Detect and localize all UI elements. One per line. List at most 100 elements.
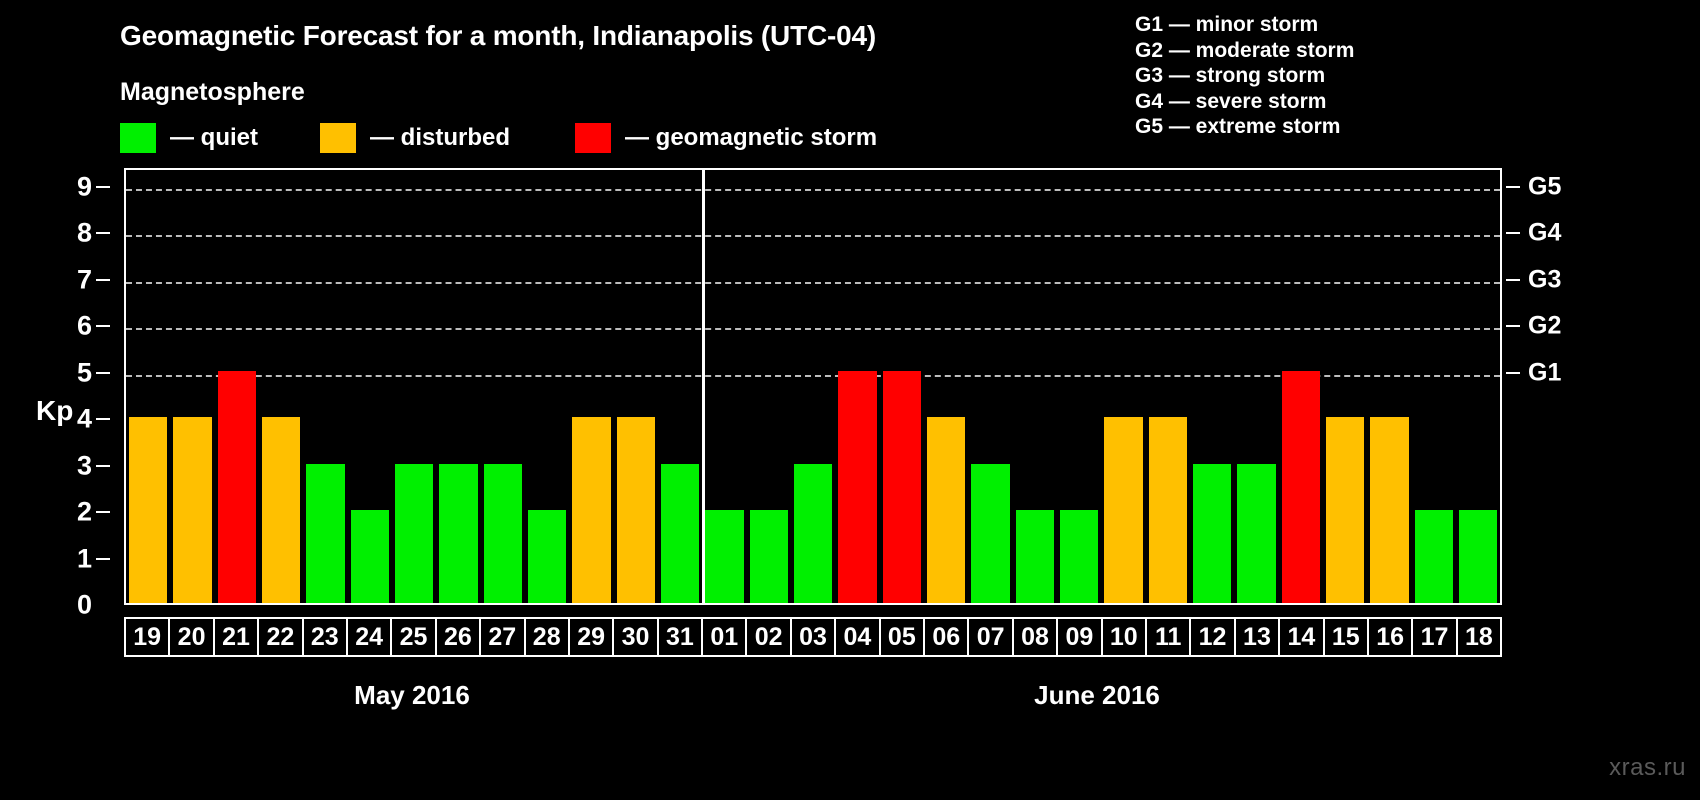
bar-may-22[interactable] <box>261 417 301 603</box>
bar-cell[interactable] <box>1057 170 1101 603</box>
day-label-may-31[interactable]: 31 <box>656 617 704 657</box>
bar-cell[interactable] <box>1013 170 1057 603</box>
bar-may-25[interactable] <box>394 463 434 603</box>
bar-june-18[interactable] <box>1458 510 1498 603</box>
bar-cell[interactable] <box>348 170 392 603</box>
day-label-june-14[interactable]: 14 <box>1278 617 1325 657</box>
bar-cell[interactable] <box>1190 170 1234 603</box>
day-label-may-20[interactable]: 20 <box>168 617 215 657</box>
day-label-may-29[interactable]: 29 <box>567 617 615 657</box>
bar-cell[interactable] <box>170 170 214 603</box>
bar-june-09[interactable] <box>1059 510 1099 603</box>
day-label-june-05[interactable]: 05 <box>878 617 926 657</box>
day-label-june-01[interactable]: 01 <box>701 617 748 657</box>
bar-june-11[interactable] <box>1148 417 1187 603</box>
bar-cell[interactable] <box>481 170 525 603</box>
bar-cell[interactable] <box>525 170 569 603</box>
bar-may-30[interactable] <box>616 417 655 603</box>
bar-june-05[interactable] <box>882 370 921 603</box>
bar-june-17[interactable] <box>1414 510 1453 603</box>
bar-may-23[interactable] <box>306 463 345 603</box>
day-label-may-30[interactable]: 30 <box>612 617 659 657</box>
bar-may-28[interactable] <box>527 510 567 603</box>
bar-cell[interactable] <box>436 170 480 603</box>
day-label-june-17[interactable]: 17 <box>1411 617 1458 657</box>
bar-cell[interactable] <box>791 170 835 603</box>
day-label-text: 20 <box>177 622 206 651</box>
bar-cell[interactable] <box>1279 170 1323 603</box>
day-label-may-19[interactable]: 19 <box>124 617 171 657</box>
day-label-june-02[interactable]: 02 <box>745 617 792 657</box>
bar-cell[interactable] <box>1323 170 1367 603</box>
bar-may-26[interactable] <box>439 463 478 603</box>
bar-cell[interactable] <box>1101 170 1145 603</box>
day-label-june-04[interactable]: 04 <box>834 617 881 657</box>
bar-june-13[interactable] <box>1237 463 1276 603</box>
bar-cell[interactable] <box>259 170 303 603</box>
bar-june-06[interactable] <box>926 417 966 603</box>
bar-cell[interactable] <box>880 170 924 603</box>
g-tick-mark-G2 <box>1506 325 1520 328</box>
bar-cell[interactable] <box>924 170 968 603</box>
day-label-june-12[interactable]: 12 <box>1189 617 1236 657</box>
day-label-june-06[interactable]: 06 <box>923 617 970 657</box>
bar-cell[interactable] <box>303 170 347 603</box>
day-label-june-13[interactable]: 13 <box>1233 617 1281 657</box>
day-label-june-09[interactable]: 09 <box>1056 617 1103 657</box>
day-label-may-27[interactable]: 27 <box>479 617 526 657</box>
day-label-may-23[interactable]: 23 <box>301 617 348 657</box>
bar-cell[interactable] <box>1412 170 1456 603</box>
day-label-may-26[interactable]: 26 <box>434 617 482 657</box>
bar-june-08[interactable] <box>1015 510 1054 603</box>
bar-june-16[interactable] <box>1370 417 1409 603</box>
bar-cell[interactable] <box>835 170 879 603</box>
bar-june-07[interactable] <box>971 463 1010 603</box>
bar-cell[interactable] <box>215 170 259 603</box>
day-label-may-28[interactable]: 28 <box>523 617 570 657</box>
bar-may-24[interactable] <box>350 510 389 603</box>
bar-may-21[interactable] <box>217 370 256 603</box>
day-label-june-03[interactable]: 03 <box>789 617 837 657</box>
bar-cell[interactable] <box>126 170 170 603</box>
day-label-may-21[interactable]: 21 <box>212 617 260 657</box>
day-label-june-07[interactable]: 07 <box>967 617 1014 657</box>
legend-heading: Magnetosphere <box>120 78 305 106</box>
bar-may-27[interactable] <box>483 463 522 603</box>
g-scale-row-1: G1 — minor storm <box>1135 13 1319 36</box>
day-label-june-10[interactable]: 10 <box>1100 617 1147 657</box>
day-label-june-15[interactable]: 15 <box>1322 617 1369 657</box>
bar-cell[interactable] <box>1234 170 1278 603</box>
day-label-june-18[interactable]: 18 <box>1455 617 1503 657</box>
day-label-may-24[interactable]: 24 <box>345 617 393 657</box>
bar-cell[interactable] <box>702 170 746 603</box>
bar-may-19[interactable] <box>129 417 168 603</box>
bar-june-14[interactable] <box>1281 370 1320 603</box>
g-scale-row-3: G3 — strong storm <box>1135 64 1326 87</box>
bar-cell[interactable] <box>614 170 658 603</box>
bar-cell[interactable] <box>1146 170 1190 603</box>
bar-june-01[interactable] <box>705 510 744 603</box>
bar-june-04[interactable] <box>838 370 877 603</box>
bar-june-02[interactable] <box>749 510 788 603</box>
bar-cell[interactable] <box>968 170 1012 603</box>
bar-june-12[interactable] <box>1192 463 1232 603</box>
bar-cell[interactable] <box>1456 170 1500 603</box>
legend-item-disturbed: — disturbed <box>320 122 510 154</box>
day-label-june-08[interactable]: 08 <box>1011 617 1059 657</box>
bar-may-31[interactable] <box>660 463 700 603</box>
bar-cell[interactable] <box>392 170 436 603</box>
month-label-may: May 2016 <box>354 680 470 710</box>
bar-may-29[interactable] <box>572 417 611 603</box>
bar-cell[interactable] <box>1367 170 1411 603</box>
bar-cell[interactable] <box>747 170 791 603</box>
bar-june-15[interactable] <box>1325 417 1365 603</box>
bar-may-20[interactable] <box>173 417 212 603</box>
bar-cell[interactable] <box>658 170 702 603</box>
bar-cell[interactable] <box>569 170 613 603</box>
day-label-may-22[interactable]: 22 <box>257 617 304 657</box>
bar-june-03[interactable] <box>793 463 833 603</box>
bar-june-10[interactable] <box>1104 417 1143 603</box>
day-label-june-16[interactable]: 16 <box>1366 617 1414 657</box>
day-label-may-25[interactable]: 25 <box>390 617 437 657</box>
day-label-june-11[interactable]: 11 <box>1144 617 1192 657</box>
